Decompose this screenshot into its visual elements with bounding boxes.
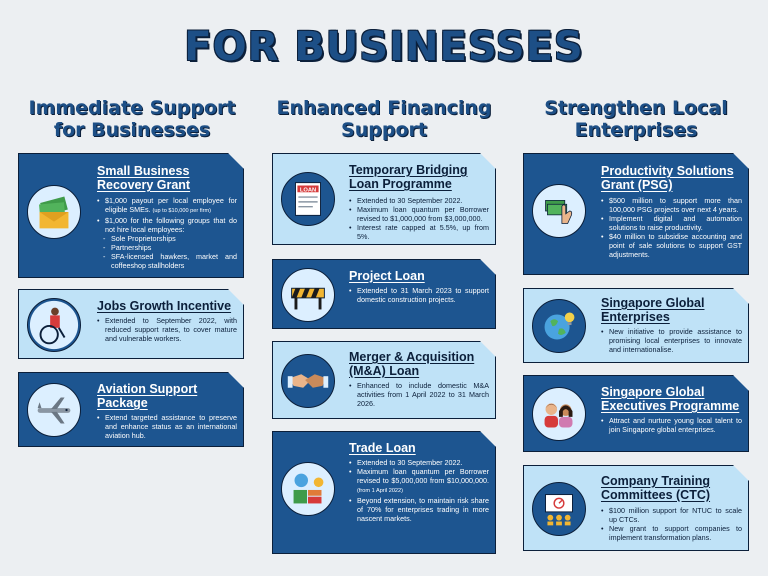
column-title-immediate-support: Immediate Support for Businesses <box>28 97 236 141</box>
card-small-business-recovery-grant: Small Business Recovery Grant $1,000 pay… <box>18 153 244 278</box>
loan-document-icon: LOAN <box>281 172 335 226</box>
globe-lightbulb-icon <box>532 299 586 353</box>
sge-bullet-1: New initiative to provide assistance to … <box>601 327 742 354</box>
sgep-bullet-1: Attract and nurture young local talent t… <box>601 416 742 434</box>
svg-text:LOAN: LOAN <box>300 187 316 193</box>
jgi-bullet-1: Extended to September 2022, with reduced… <box>97 316 237 343</box>
airplane-icon <box>27 383 81 437</box>
card-title-ctc: Company Training Committees (CTC) <box>601 474 711 502</box>
young-executives-icon <box>532 387 586 441</box>
jgi-bullets: Extended to September 2022, with reduced… <box>97 316 237 343</box>
trade-shipping-icon <box>281 462 335 516</box>
card-merger-acquisition-loan: Merger & Acquisition (M&A) Loan Enhanced… <box>272 341 496 419</box>
construction-barrier-icon <box>281 268 335 322</box>
card-trade-loan: Trade Loan Extended to 30 September 2022… <box>272 431 496 554</box>
psg-bullets: $500 million to support more than 100,00… <box>601 196 742 259</box>
sbrg-sub-1: Sole Proprietorships <box>97 234 237 243</box>
tblp-bullet-2: Maximum loan quantum per Borrower revise… <box>349 205 489 223</box>
card-singapore-global-enterprises: Singapore Global Enterprises New initiat… <box>523 288 749 363</box>
card-title-trade-loan: Trade Loan <box>349 441 416 455</box>
trade-bullet-1: Extended to 30 September 2022. <box>349 458 489 467</box>
ma-bullets: Enhanced to include domestic M&A activit… <box>349 381 489 408</box>
asp-bullet-1: Extend targeted assistance to preserve a… <box>97 413 237 440</box>
card-temporary-bridging-loan: LOAN Temporary Bridging Loan Programme E… <box>272 153 496 245</box>
asp-bullets: Extend targeted assistance to preserve a… <box>97 413 237 440</box>
psg-bullet-3: $40 million to subsidise accounting and … <box>601 232 742 259</box>
sbrg-bullet-1: $1,000 payout per local employee for eli… <box>97 196 237 216</box>
money-envelope-icon <box>27 185 81 239</box>
card-title-asp: Aviation Support Package <box>97 382 198 410</box>
ctc-bullet-1: $100 million support for NTUC to scale u… <box>601 506 742 524</box>
card-title-project-loan: Project Loan <box>349 269 425 283</box>
card-title-sge: Singapore Global Enterprises <box>601 296 705 324</box>
page-title: FOR BUSINESSES <box>184 24 584 70</box>
card-company-training-committees: Company Training Committees (CTC) $100 m… <box>523 465 749 551</box>
ma-bullet-1: Enhanced to include domestic M&A activit… <box>349 381 489 408</box>
tblp-bullet-1: Extended to 30 September 2022. <box>349 196 489 205</box>
sgep-bullets: Attract and nurture young local talent t… <box>601 416 742 434</box>
psg-bullet-1: $500 million to support more than 100,00… <box>601 196 742 214</box>
sbrg-bullets: $1,000 payout per local employee for eli… <box>97 196 237 270</box>
trade-bullet-3: Beyond extension, to maintain risk share… <box>349 496 489 523</box>
card-jobs-growth-incentive: Jobs Growth Incentive Extended to Septem… <box>18 289 244 359</box>
sbrg-bullet-2: $1,000 for the following groups that do … <box>97 216 237 234</box>
ctc-bullet-2: New grant to support companies to implem… <box>601 524 742 542</box>
tblp-bullets: Extended to 30 September 2022. Maximum l… <box>349 196 489 241</box>
card-title-ma-loan: Merger & Acquisition (M&A) Loan <box>349 350 475 378</box>
wheelchair-worker-icon <box>27 298 81 352</box>
card-title-jgi: Jobs Growth Incentive <box>97 299 232 313</box>
card-title-tblp: Temporary Bridging Loan Programme <box>349 163 468 191</box>
ctc-bullets: $100 million support for NTUC to scale u… <box>601 506 742 542</box>
trade-bullets: Extended to 30 September 2022. Maximum l… <box>349 458 489 523</box>
sbrg-sub-3: SFA-licensed hawkers, market and coffees… <box>97 252 237 270</box>
handshake-icon <box>281 354 335 408</box>
psg-bullet-2: Implement digital and automation solutio… <box>601 214 742 232</box>
hand-money-icon <box>532 184 586 238</box>
trade-bullet-2: Maximum loan quantum per Borrower revise… <box>349 467 489 496</box>
column-title-strengthen-local: Strengthen Local Enterprises <box>544 97 728 141</box>
card-title-sbrg: Small Business Recovery Grant <box>97 164 191 192</box>
card-title-psg: Productivity Solutions Grant (PSG) <box>601 164 734 192</box>
tblp-bullet-3: Interest rate capped at 5.5%, up from 5%… <box>349 223 489 241</box>
card-singapore-global-executives: Singapore Global Executives Programme At… <box>523 375 749 452</box>
column-title-enhanced-financing: Enhanced Financing Support <box>276 97 492 141</box>
project-bullet-1: Extended to 31 March 2023 to support dom… <box>349 286 489 304</box>
project-bullets: Extended to 31 March 2023 to support dom… <box>349 286 489 304</box>
sbrg-sub-2: Partnerships <box>97 243 237 252</box>
card-productivity-solutions-grant: Productivity Solutions Grant (PSG) $500 … <box>523 153 749 275</box>
training-presentation-icon <box>532 482 586 536</box>
card-aviation-support-package: Aviation Support Package Extend targeted… <box>18 372 244 447</box>
card-title-sgep: Singapore Global Executives Programme <box>601 385 740 413</box>
card-project-loan: Project Loan Extended to 31 March 2023 t… <box>272 259 496 329</box>
sge-bullets: New initiative to provide assistance to … <box>601 327 742 354</box>
